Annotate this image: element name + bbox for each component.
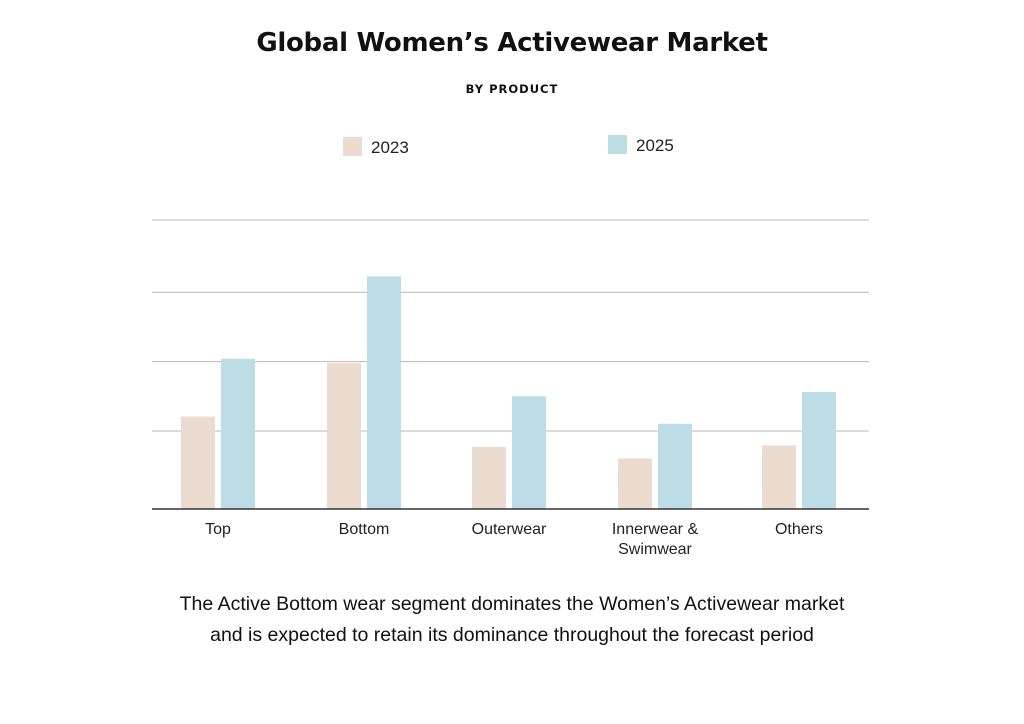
- legend-swatch-2023: [343, 137, 362, 156]
- x-tick-label-0: Top: [205, 521, 231, 538]
- bar-2023-top: [181, 416, 215, 509]
- bar-2025-outerwear: [512, 396, 546, 509]
- bar-2023-outerwear: [472, 446, 506, 509]
- legend-label-2023: 2023: [371, 138, 409, 157]
- x-tick-label-1: Bottom: [339, 521, 390, 538]
- bar-chart: 2023 2025 Top Bottom Outerwear Innerwear & Sw…: [152, 135, 869, 558]
- bar-2023-bottom: [327, 363, 361, 509]
- x-axis: Top Bottom Outerwear Innerwear & Swimwear Oth…: [152, 508, 869, 558]
- chart-subtitle: BY PRODUCT: [465, 82, 559, 96]
- legend-label-2025: 2025: [636, 136, 674, 155]
- chart-gridlines: [152, 219, 869, 432]
- bar-2023-innerwear-swimwear: [618, 458, 652, 509]
- bar-2025-top: [221, 358, 255, 509]
- chart-legend: 2023 2025: [343, 135, 674, 157]
- x-tick-label-2: Outerwear: [472, 521, 547, 538]
- caption-line-2: and is expected to retain its dominance …: [210, 624, 814, 646]
- chart-bars: [181, 276, 836, 509]
- bar-2025-innerwear-swimwear: [658, 423, 692, 509]
- chart-title: Global Women’s Activewear Market: [256, 28, 768, 58]
- caption-line-1: The Active Bottom wear segment dominates…: [179, 593, 845, 615]
- chart-caption: The Active Bottom wear segment dominates…: [0, 589, 1024, 651]
- legend-swatch-2025: [608, 135, 627, 154]
- bar-2025-others: [802, 391, 836, 509]
- bar-2023-others: [762, 445, 796, 509]
- bar-2025-bottom: [367, 276, 401, 509]
- x-tick-label-3: Innerwear & Swimwear: [612, 521, 699, 558]
- x-tick-label-4: Others: [775, 521, 823, 538]
